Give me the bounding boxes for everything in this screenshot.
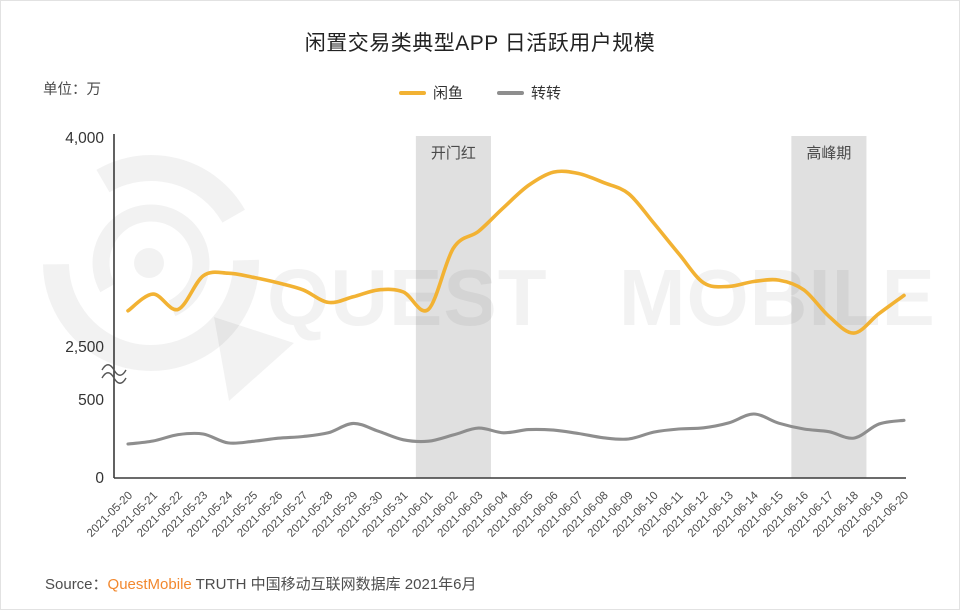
- legend-item-zhuanzhuan: 转转: [497, 82, 561, 103]
- watermark-text: QUEST MOBILE: [267, 253, 936, 342]
- legend-label-zhuanzhuan: 转转: [531, 85, 562, 102]
- source-prefix: Source：: [45, 576, 108, 593]
- chart-title: 闲置交易类典型APP 日活跃用户规模: [304, 32, 656, 55]
- source-brand: QuestMobile: [107, 576, 192, 593]
- legend-item-xianyu: 闲鱼: [398, 82, 463, 103]
- watermark: QUEST MOBILE: [43, 155, 936, 401]
- xianyu-line: [126, 169, 906, 335]
- legend-label-xianyu: 闲鱼: [432, 85, 463, 102]
- xianyu-line-swatch-icon: [398, 90, 426, 95]
- highlight-band: [791, 136, 867, 478]
- band-label-gaofengqi: 高峰期: [806, 145, 852, 162]
- watermark-logo-inner-ring: [92, 204, 210, 322]
- y-tick-label: 500: [78, 392, 104, 409]
- y-tick-label: 2,500: [65, 339, 104, 356]
- axis-break-icon: [101, 364, 127, 376]
- band-label-kaimenhong: 开门红: [430, 145, 476, 162]
- zhuanzhuan-line-swatch-icon: [497, 90, 524, 95]
- source-suffix: TRUTH 中国移动互联网数据库 2021年6月: [191, 576, 477, 593]
- y-tick-label: 0: [95, 470, 104, 487]
- watermark-logo-tail: [214, 317, 294, 401]
- source-line: Source：QuestMobile TRUTH 中国移动互联网数据库 2021…: [45, 573, 477, 594]
- unit-label: 单位：万: [43, 82, 101, 98]
- watermark-logo-dot: [134, 248, 164, 278]
- y-tick-label: 4,000: [65, 130, 104, 147]
- axis-break-icon: [101, 372, 127, 384]
- zhuanzhuan-line: [126, 412, 906, 446]
- watermark-logo-outer-ring: [43, 155, 259, 371]
- legend: 闲鱼 转转: [1, 82, 959, 103]
